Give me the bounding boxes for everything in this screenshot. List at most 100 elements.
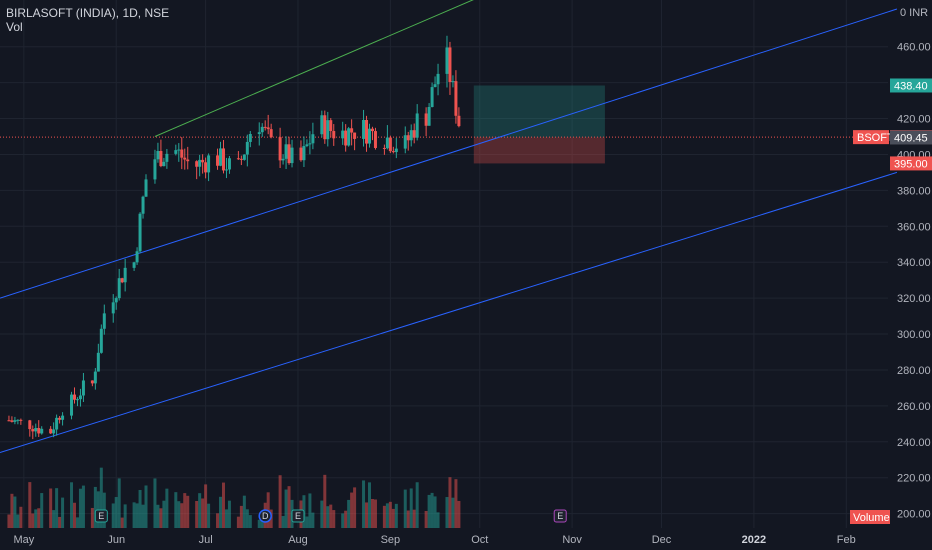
volume-indicator-label[interactable]: Vol <box>6 20 23 34</box>
channel-upper-line[interactable] <box>154 0 477 137</box>
volume-bar <box>204 484 208 528</box>
candle-body <box>186 159 190 162</box>
channel-lower-line[interactable] <box>0 171 898 454</box>
volume-bar <box>153 478 157 528</box>
time-tick-label: Jul <box>199 534 213 546</box>
volume-bar <box>341 513 345 528</box>
candle-body <box>49 428 53 434</box>
loss-zone[interactable] <box>473 137 605 164</box>
price-tag-target: 438.40 <box>890 78 932 93</box>
candle-body <box>451 81 455 83</box>
volume-bar <box>219 496 223 528</box>
volume-bar <box>320 500 324 528</box>
candle-body <box>281 158 285 161</box>
volume-bar <box>227 500 231 528</box>
candle-body <box>10 420 14 422</box>
candle-body <box>61 415 65 420</box>
volume-bar <box>111 503 115 528</box>
candle-body <box>409 130 413 141</box>
volume-bar <box>165 488 169 528</box>
candle-body <box>227 158 231 170</box>
volume-bar <box>329 504 333 528</box>
volume-bar <box>10 493 14 528</box>
volume-bar <box>216 513 220 528</box>
trend-channel[interactable] <box>0 0 898 454</box>
candle-body <box>353 132 357 139</box>
volume-bar <box>207 503 211 528</box>
volume-bar <box>120 517 124 528</box>
volume-bar <box>391 508 395 528</box>
volume-bar <box>162 500 166 528</box>
candle-body <box>263 126 267 128</box>
candle-body <box>332 131 336 139</box>
candle-body <box>135 251 139 263</box>
candle-body <box>350 128 354 133</box>
channel-middle-line[interactable] <box>0 8 898 299</box>
volume-bar <box>385 503 389 528</box>
candle-body <box>132 262 136 268</box>
earnings-marker[interactable]: E <box>291 509 305 523</box>
currency-label[interactable]: 0 INR <box>900 7 928 19</box>
candle-body <box>117 278 121 299</box>
volume-bar <box>332 510 336 528</box>
time-axis[interactable]: May Jun Jul Aug Sep Oct Nov Dec 2022 Feb <box>13 534 855 546</box>
dividend-marker[interactable]: D <box>258 509 272 523</box>
earnings-marker[interactable]: E <box>94 509 108 523</box>
symbol-title[interactable]: BIRLASOFT (INDIA), 1D, NSE <box>6 6 170 20</box>
candle-body <box>245 141 249 155</box>
time-tick-label: Dec <box>652 534 672 546</box>
volume-bar <box>415 482 419 528</box>
price-tag-entry: 409.45 <box>890 130 932 145</box>
volume-bar <box>424 510 428 528</box>
candle-body <box>93 371 97 384</box>
volume-bar <box>454 479 458 528</box>
candle-body <box>52 429 56 434</box>
candle-body <box>391 151 395 153</box>
candle-body <box>144 179 148 197</box>
price-tick-label: 220.00 <box>897 473 931 485</box>
volume-bar <box>141 504 145 528</box>
time-tick-label: Oct <box>471 534 488 546</box>
price-tick-label: 380.00 <box>897 185 931 197</box>
candle-body <box>55 417 59 430</box>
chart-legend: BIRLASOFT (INDIA), 1D, NSE Vol <box>6 6 169 34</box>
volume-bar <box>433 496 437 528</box>
candle-body <box>99 328 103 353</box>
volume-bar <box>93 486 97 528</box>
volume-bar <box>52 510 56 528</box>
volume-bar <box>34 509 38 528</box>
volume-tag: Volume <box>850 510 890 524</box>
volume-bar <box>55 488 59 528</box>
volume-bar <box>201 498 205 528</box>
long-position-tool[interactable] <box>0 85 888 164</box>
price-tick-label: 340.00 <box>897 257 931 269</box>
candle-body <box>201 159 205 163</box>
volume-bar <box>406 510 410 528</box>
volume-bar <box>72 502 76 528</box>
volume-bar <box>28 482 32 528</box>
candle-body <box>290 147 294 164</box>
earnings-marker[interactable]: E <box>553 509 567 523</box>
candle-body <box>58 417 62 420</box>
profit-zone[interactable] <box>473 85 605 138</box>
candle-body <box>403 135 407 149</box>
volume-bar <box>81 485 85 528</box>
candle-body <box>13 420 17 422</box>
candle-body <box>221 148 225 171</box>
volume-bar <box>245 509 249 528</box>
volume-bar <box>90 507 94 528</box>
volume-bar <box>221 482 225 528</box>
volume-bar <box>117 478 121 528</box>
candle-body <box>388 137 392 152</box>
candle-body <box>299 147 303 161</box>
candle-body <box>216 155 220 166</box>
volume-bar <box>132 502 136 528</box>
volume-bar <box>174 492 178 528</box>
candle-body <box>320 115 324 135</box>
volume-bar <box>198 493 202 528</box>
candle-body <box>34 428 38 432</box>
candle-body <box>102 313 106 329</box>
candle-body <box>382 147 386 149</box>
